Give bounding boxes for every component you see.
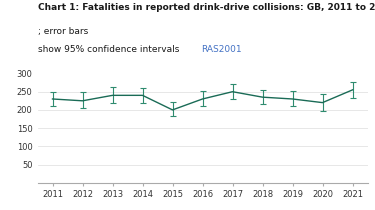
Text: show 95% confidence intervals: show 95% confidence intervals — [38, 45, 182, 54]
Text: Chart 1: Fatalities in reported drink-drive collisions: GB, 2011 to 2021: Chart 1: Fatalities in reported drink-dr… — [38, 3, 375, 12]
Text: RAS2001: RAS2001 — [201, 45, 241, 54]
Text: ; error bars: ; error bars — [38, 27, 88, 36]
